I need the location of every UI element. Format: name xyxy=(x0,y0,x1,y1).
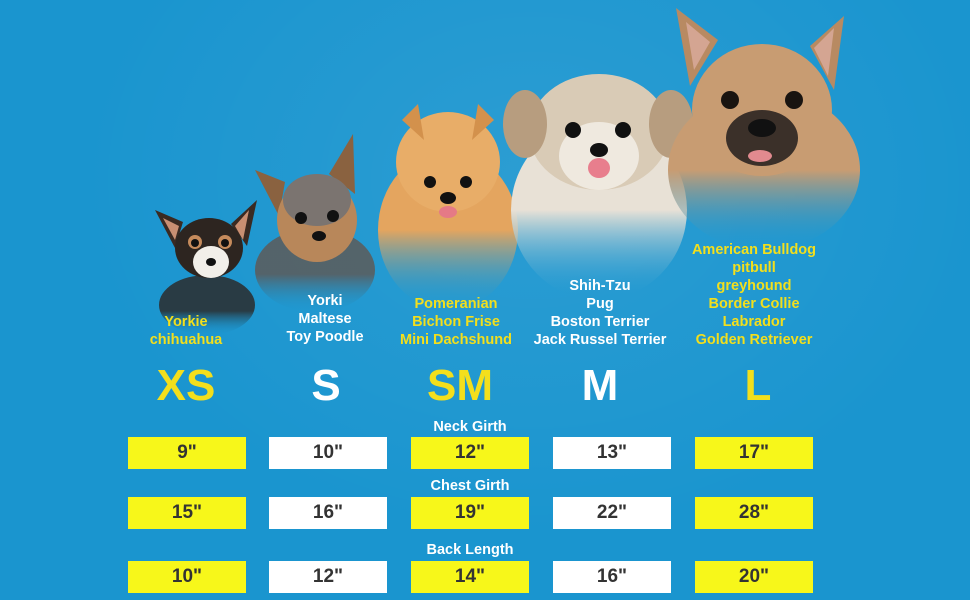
neck-girth-s: 10" xyxy=(269,437,387,469)
chest-girth-s: 16" xyxy=(269,497,387,529)
back-length-l: 20" xyxy=(695,561,813,593)
neck-girth-xs: 9" xyxy=(128,437,246,469)
breed-name: pitbull xyxy=(732,260,776,276)
breed-name: Shih-Tzu xyxy=(569,278,631,294)
breed-name: Boston Terrier xyxy=(550,314,650,330)
size-label-m: M xyxy=(581,361,619,410)
neck-girth-l: 17" xyxy=(695,437,813,469)
back-length-sm: 14" xyxy=(411,561,529,593)
breed-name: Golden Retriever xyxy=(695,332,813,348)
s-breed-list: Yorki Maltese Toy Poodle xyxy=(235,292,415,346)
pomeranian-dog-image xyxy=(378,104,518,310)
breed-name: greyhound xyxy=(716,278,792,294)
french-bulldog-dog-image xyxy=(668,8,860,250)
back-length-s: 12" xyxy=(269,561,387,593)
size-label-xs: XS xyxy=(156,361,216,410)
neck-girth-title: Neck Girth xyxy=(433,419,507,435)
breed-name: Labrador xyxy=(722,314,786,330)
breed-name: chihuahua xyxy=(149,332,223,348)
back-length-title: Back Length xyxy=(426,542,514,558)
m-breed-list: Shih-Tzu Pug Boston Terrier Jack Russel … xyxy=(510,277,690,349)
size-label-sm: SM xyxy=(427,361,493,410)
breed-name: Yorkie xyxy=(164,314,208,330)
breed-name: Maltese xyxy=(298,311,352,327)
chihuahua-dog-image xyxy=(155,200,257,335)
l-breed-list: American Bulldog pitbull greyhound Borde… xyxy=(664,241,844,349)
breed-name: Pug xyxy=(586,296,614,312)
chest-girth-l: 28" xyxy=(695,497,813,529)
breed-name: Jack Russel Terrier xyxy=(533,332,667,348)
yorkie-dog-image xyxy=(255,134,375,312)
size-label-s: S xyxy=(311,361,341,410)
sm-breed-list: Pomeranian Bichon Frise Mini Dachshund xyxy=(366,295,546,349)
back-length-xs: 10" xyxy=(128,561,246,593)
breed-name: Mini Dachshund xyxy=(400,332,512,348)
chest-girth-title: Chest Girth xyxy=(430,478,510,494)
shih-tzu-dog-image xyxy=(503,74,693,300)
chest-girth-sm: 19" xyxy=(411,497,529,529)
neck-girth-m: 13" xyxy=(553,437,671,469)
xs-breed-list: Yorkie chihuahua xyxy=(96,313,276,349)
neck-girth-sm: 12" xyxy=(411,437,529,469)
breed-name: Border Collie xyxy=(708,296,800,312)
back-length-m: 16" xyxy=(553,561,671,593)
size-label-l: L xyxy=(744,361,772,410)
breed-name: Bichon Frise xyxy=(412,314,500,330)
breed-name: Toy Poodle xyxy=(286,329,364,345)
breed-name: Yorki xyxy=(307,293,343,309)
breed-name: Pomeranian xyxy=(414,296,498,312)
chest-girth-m: 22" xyxy=(553,497,671,529)
breed-name: American Bulldog xyxy=(691,242,817,258)
chest-girth-xs: 15" xyxy=(128,497,246,529)
